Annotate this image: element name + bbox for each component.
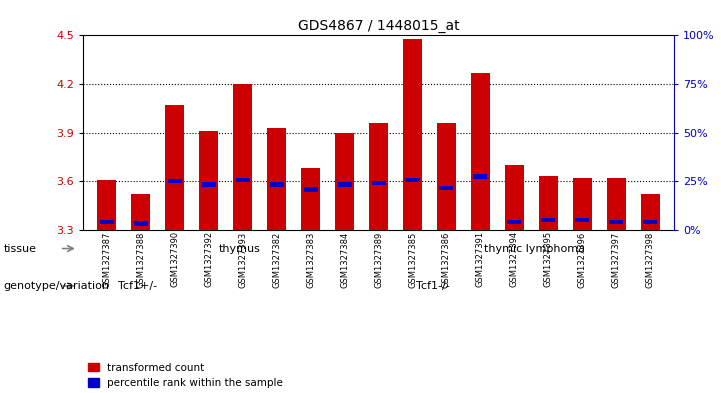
Bar bbox=[270, 182, 283, 187]
Text: Tcf1-/-: Tcf1-/- bbox=[416, 281, 450, 291]
Bar bbox=[643, 220, 658, 224]
Bar bbox=[236, 178, 249, 182]
Bar bbox=[202, 182, 216, 187]
Bar bbox=[440, 185, 454, 190]
Text: thymic lymphoma: thymic lymphoma bbox=[485, 244, 585, 253]
Bar bbox=[165, 105, 184, 230]
Bar bbox=[131, 194, 150, 230]
Bar bbox=[403, 39, 422, 230]
Title: GDS4867 / 1448015_at: GDS4867 / 1448015_at bbox=[298, 19, 459, 33]
Bar bbox=[471, 73, 490, 230]
Legend: transformed count, percentile rank within the sample: transformed count, percentile rank withi… bbox=[88, 363, 283, 388]
Bar bbox=[609, 220, 624, 224]
Bar bbox=[234, 84, 252, 230]
Text: tissue: tissue bbox=[4, 244, 37, 253]
Bar bbox=[607, 178, 626, 230]
Bar bbox=[505, 165, 523, 230]
Bar bbox=[168, 179, 182, 184]
Bar bbox=[199, 131, 218, 230]
Bar bbox=[437, 123, 456, 230]
Text: genotype/variation: genotype/variation bbox=[4, 281, 110, 291]
Bar bbox=[267, 128, 286, 230]
Bar bbox=[508, 220, 521, 224]
Bar bbox=[539, 176, 558, 230]
Bar bbox=[335, 132, 354, 230]
Text: thymus: thymus bbox=[218, 244, 260, 253]
Text: Tcf1+/-: Tcf1+/- bbox=[118, 281, 157, 291]
Bar bbox=[304, 187, 317, 191]
Bar bbox=[99, 220, 114, 224]
Bar bbox=[405, 178, 420, 182]
Bar bbox=[369, 123, 388, 230]
Bar bbox=[371, 181, 386, 185]
Bar bbox=[474, 174, 487, 178]
Bar bbox=[97, 180, 116, 230]
Bar bbox=[541, 218, 555, 222]
Bar bbox=[133, 221, 148, 226]
Bar bbox=[573, 178, 592, 230]
Bar bbox=[641, 194, 660, 230]
Bar bbox=[575, 218, 589, 222]
Bar bbox=[337, 182, 352, 187]
Bar bbox=[301, 168, 320, 230]
